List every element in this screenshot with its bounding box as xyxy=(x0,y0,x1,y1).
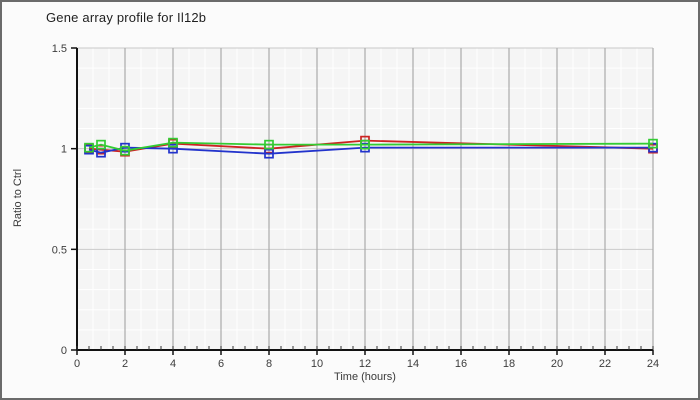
y-tick-label: 1.5 xyxy=(52,43,67,55)
series-green-marker xyxy=(168,137,178,148)
series-green-marker xyxy=(96,139,106,150)
series-green-line xyxy=(88,141,654,152)
x-tick-label: 4 xyxy=(170,358,176,370)
series-green-marker xyxy=(84,142,94,153)
x-tick-label: 10 xyxy=(311,358,323,370)
series-blue-marker xyxy=(168,143,178,154)
y-tick-label: 1 xyxy=(61,144,67,156)
chart-title: Gene array profile for Il12b xyxy=(46,10,207,25)
x-tick-label: 16 xyxy=(455,358,467,370)
y-tick-label: 0.5 xyxy=(52,244,67,256)
y-axis-title: Ratio to Ctrl xyxy=(12,168,24,228)
series-green-marker xyxy=(648,138,658,149)
series-blue-marker xyxy=(264,148,274,159)
x-axis-title: Time (hours) xyxy=(334,371,396,383)
x-tick-label: 6 xyxy=(218,358,224,370)
x-tick-label: 20 xyxy=(551,358,563,370)
series-green-marker xyxy=(264,139,274,150)
series-blue-line xyxy=(88,146,653,155)
series-green-marker xyxy=(360,139,370,150)
series-green-marker xyxy=(120,145,130,156)
x-tick-label: 12 xyxy=(359,358,371,370)
x-tick-label: 24 xyxy=(647,358,659,370)
x-tick-label: 14 xyxy=(407,358,419,370)
y-tick-label: 0 xyxy=(61,345,67,357)
x-tick-label: 22 xyxy=(599,358,611,370)
x-tick-label: 2 xyxy=(122,358,128,370)
x-tick-label: 8 xyxy=(266,358,272,370)
x-tick-label: 0 xyxy=(74,358,80,370)
x-tick-label: 18 xyxy=(503,358,515,370)
